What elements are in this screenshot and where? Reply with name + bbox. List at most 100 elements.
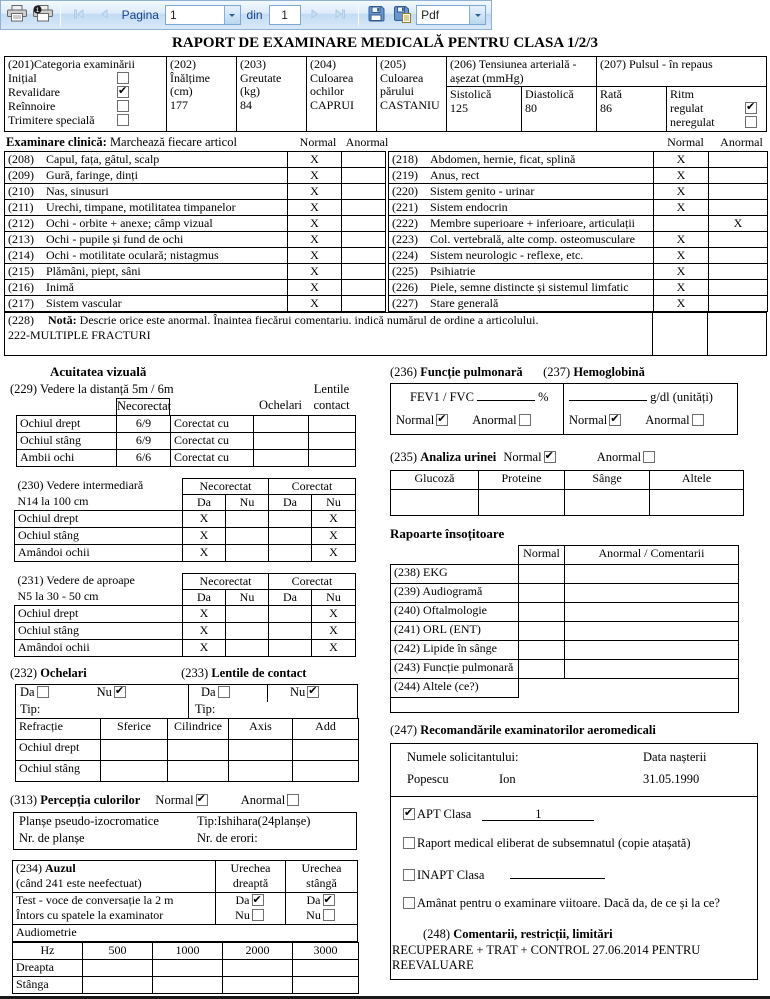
pulmonary-normal-checkbox[interactable] (436, 412, 449, 426)
left-ear-da-checkbox[interactable] (322, 893, 335, 907)
weight-cell: (203) Greutate (kg) 84 (236, 56, 307, 132)
clinical-row: (219) Anus, rect X (388, 166, 768, 184)
field-number: (201) (8, 57, 34, 71)
glasses-header: Ochelari (258, 397, 303, 412)
note-normal-cell (652, 311, 708, 356)
lenses-nu-checkbox[interactable] (307, 684, 320, 698)
color-perception-box: Planșe pseudo-izocromatice Tip:Ishihara(2… (13, 811, 357, 850)
clinical-table-right: (218) Abdomen, hernie, ficat, splină X (2… (388, 150, 768, 312)
column-header-normal: Normal (667, 134, 704, 149)
clinical-row: (222) Membre superioare + inferioare, art… (388, 214, 768, 232)
systolic-cell: Sistolică 125 (446, 86, 522, 132)
note-row: (228) Notă: Descrie orice este anormal. Î… (4, 311, 767, 356)
glasses-lenses-box: Da Nu Da Nu Tip: Tip: (15, 683, 358, 718)
right-ear-nu-checkbox[interactable] (251, 908, 264, 921)
pulmonary-anormal-checkbox[interactable] (518, 413, 531, 426)
save-icon (367, 5, 385, 26)
inapt-checkbox[interactable] (403, 868, 415, 881)
note-table: (228) Notă: Descrie orice este anormal. Î… (4, 311, 767, 356)
clinical-row: (210) Nas, sinusuri X (4, 182, 386, 200)
next-page-button[interactable] (304, 3, 327, 27)
apt-checkbox[interactable] (403, 806, 415, 820)
table-row: Ochiul drept 6/9 Corectat cu (16, 414, 356, 433)
print-current-page-button[interactable]: 1 (32, 3, 55, 27)
glasses-da-checkbox[interactable] (36, 685, 49, 698)
option-label: Trimitere specială (8, 112, 95, 127)
page-count-box[interactable] (268, 5, 301, 25)
deferred-checkbox[interactable] (403, 896, 415, 909)
medical-report-checkbox[interactable] (403, 836, 415, 849)
save-button[interactable] (365, 3, 388, 27)
systolic-value: 125 (450, 100, 468, 115)
hearing-test-row: Test - voce de conversație la 2 m Întors … (12, 891, 358, 925)
inapt-class-value (509, 865, 605, 879)
export-icon (393, 5, 411, 26)
color-normal-checkbox[interactable] (195, 792, 208, 806)
comments-heading: (248) Comentarii, restricții, limitări (423, 926, 613, 941)
last-page-button[interactable] (329, 3, 352, 27)
normal-mark: X (287, 246, 342, 264)
note-cell: (228) Notă: Descrie orice este anormal. Î… (4, 311, 653, 356)
normal-mark: X (653, 278, 709, 296)
height-cell: (202) Înălțime (cm) 177 (166, 56, 237, 132)
chevron-down-icon[interactable] (223, 6, 240, 24)
normal-mark: X (287, 166, 342, 184)
glasses-cell (253, 448, 309, 467)
anormal-mark (708, 230, 768, 248)
color-anormal-checkbox[interactable] (287, 793, 300, 806)
prev-page-button[interactable] (93, 3, 116, 27)
pulmonary-hemoglobin-heading: (236) Funcție pulmonară (237) Hemoglobin… (390, 364, 645, 379)
glasses-lenses-heading: (232) Ochelari (233) Lentile de contact (10, 665, 307, 680)
hearing-header-row: (234) Auzul (când 241 este neefectuat) Ur… (12, 859, 358, 893)
urine-anormal-checkbox[interactable] (643, 450, 656, 463)
page-select[interactable]: 1 (164, 5, 241, 25)
right-ear-da-checkbox[interactable] (251, 893, 264, 907)
clinical-row: (208) Capul, fața, gâtul, scalp X (4, 150, 386, 168)
eye-color-value: CAPRUI (310, 97, 355, 112)
hemoglobin-normal-checkbox[interactable] (609, 412, 622, 426)
chevron-down-icon[interactable] (469, 6, 486, 24)
normal-mark: X (653, 246, 709, 264)
print-button[interactable] (6, 3, 29, 27)
first-page-button[interactable] (67, 3, 90, 27)
special-referral-checkbox[interactable] (117, 113, 129, 126)
glasses-nu-checkbox[interactable] (113, 684, 126, 698)
audiometry-label: Audiometrie (12, 923, 358, 942)
table-row: (240) Oftalmologie (390, 601, 739, 622)
header-row-top: (201)Categoria examinării Inițial Revali… (4, 56, 767, 132)
normal-mark: X (653, 262, 709, 280)
refraction-table: Refracție Sferice Cilindrice Axis Add Ochiul… (15, 717, 359, 782)
initial-checkbox[interactable] (117, 71, 129, 84)
regular-rhythm-checkbox[interactable] (745, 100, 757, 114)
table-row: Ochiul drept X X (14, 604, 356, 623)
clinical-row: (216) Inimă X (4, 278, 386, 296)
clinical-table-left: (208) Capul, fața, gâtul, scalp X (209) Gu… (4, 150, 386, 312)
column-header-anormal: Anormal (720, 134, 763, 149)
printer-page-one-icon: 1 (32, 5, 53, 25)
urine-analysis-heading: (235) Analiza urinei Normal Anormal (390, 449, 770, 467)
height-value: 177 (170, 97, 188, 112)
eye-color-cell: (204) Culoarea ochilor CAPRUI (306, 56, 377, 132)
clinical-row: (223) Col. vertebrală, alte comp. osteomu… (388, 230, 768, 248)
color-perception-heading: (313) Percepția culorilor Normal Anormal (10, 792, 385, 810)
revalidation-checkbox[interactable] (117, 84, 129, 98)
table-row: Amândoi ochii X X (14, 543, 356, 562)
prev-page-icon (96, 6, 112, 25)
lenses-da-checkbox[interactable] (217, 685, 230, 698)
diastolic-cell: Diastolică 80 (521, 86, 597, 132)
anormal-mark (708, 278, 768, 296)
glasses-cell (253, 431, 309, 450)
urine-normal-checkbox[interactable] (543, 449, 556, 463)
normal-mark (653, 214, 709, 232)
audiometry-table: Hz 500 1000 2000 3000 Dreapta Stânga (12, 941, 359, 994)
renewal-checkbox[interactable] (117, 99, 129, 112)
table-row: Ochiul stâng X X (14, 621, 356, 640)
hearing-table: (234) Auzul (când 241 este neefectuat) Ur… (12, 859, 358, 942)
export-button[interactable] (390, 3, 413, 27)
hemoglobin-anormal-checkbox[interactable] (691, 413, 704, 426)
hemoglobin-value-line (569, 387, 647, 401)
clinical-exam-heading: Examinare clinică: Marchează fiecare art… (4, 135, 766, 151)
export-format-select[interactable]: Pdf (416, 5, 487, 25)
irregular-rhythm-checkbox[interactable] (745, 115, 757, 128)
left-ear-nu-checkbox[interactable] (322, 908, 335, 921)
